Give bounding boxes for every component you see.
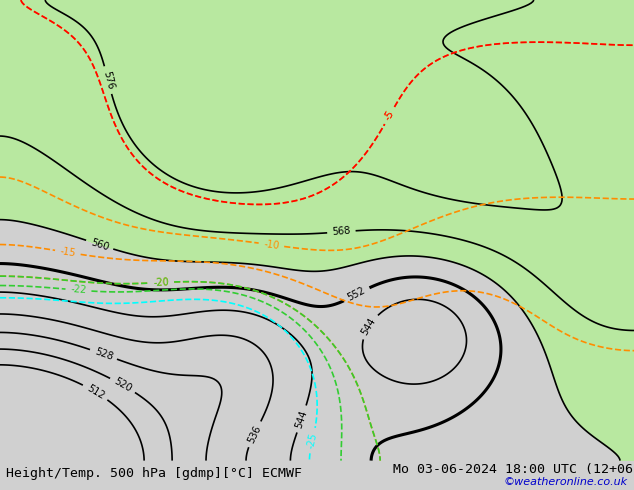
Text: 536: 536 xyxy=(246,424,263,444)
Text: Mo 03-06-2024 18:00 UTC (12+06): Mo 03-06-2024 18:00 UTC (12+06) xyxy=(393,463,634,476)
Text: 528: 528 xyxy=(93,346,114,362)
Text: -25: -25 xyxy=(306,432,319,449)
Text: 560: 560 xyxy=(89,237,110,252)
Text: -5: -5 xyxy=(383,109,396,122)
Text: -15: -15 xyxy=(59,246,77,259)
Text: -10: -10 xyxy=(263,239,280,251)
Text: ©weatheronline.co.uk: ©weatheronline.co.uk xyxy=(503,477,628,487)
Text: 512: 512 xyxy=(85,383,106,401)
Text: -5: -5 xyxy=(383,109,396,122)
Text: 520: 520 xyxy=(112,376,133,394)
Text: 544: 544 xyxy=(360,316,378,337)
Text: -20: -20 xyxy=(153,277,169,288)
Text: 552: 552 xyxy=(346,286,367,303)
Text: -22: -22 xyxy=(70,285,87,296)
Text: 568: 568 xyxy=(332,226,351,238)
Text: -20: -20 xyxy=(153,277,169,288)
Text: 544: 544 xyxy=(294,409,309,429)
Text: Height/Temp. 500 hPa [gdmp][°C] ECMWF: Height/Temp. 500 hPa [gdmp][°C] ECMWF xyxy=(6,467,302,480)
Text: 576: 576 xyxy=(101,70,115,90)
